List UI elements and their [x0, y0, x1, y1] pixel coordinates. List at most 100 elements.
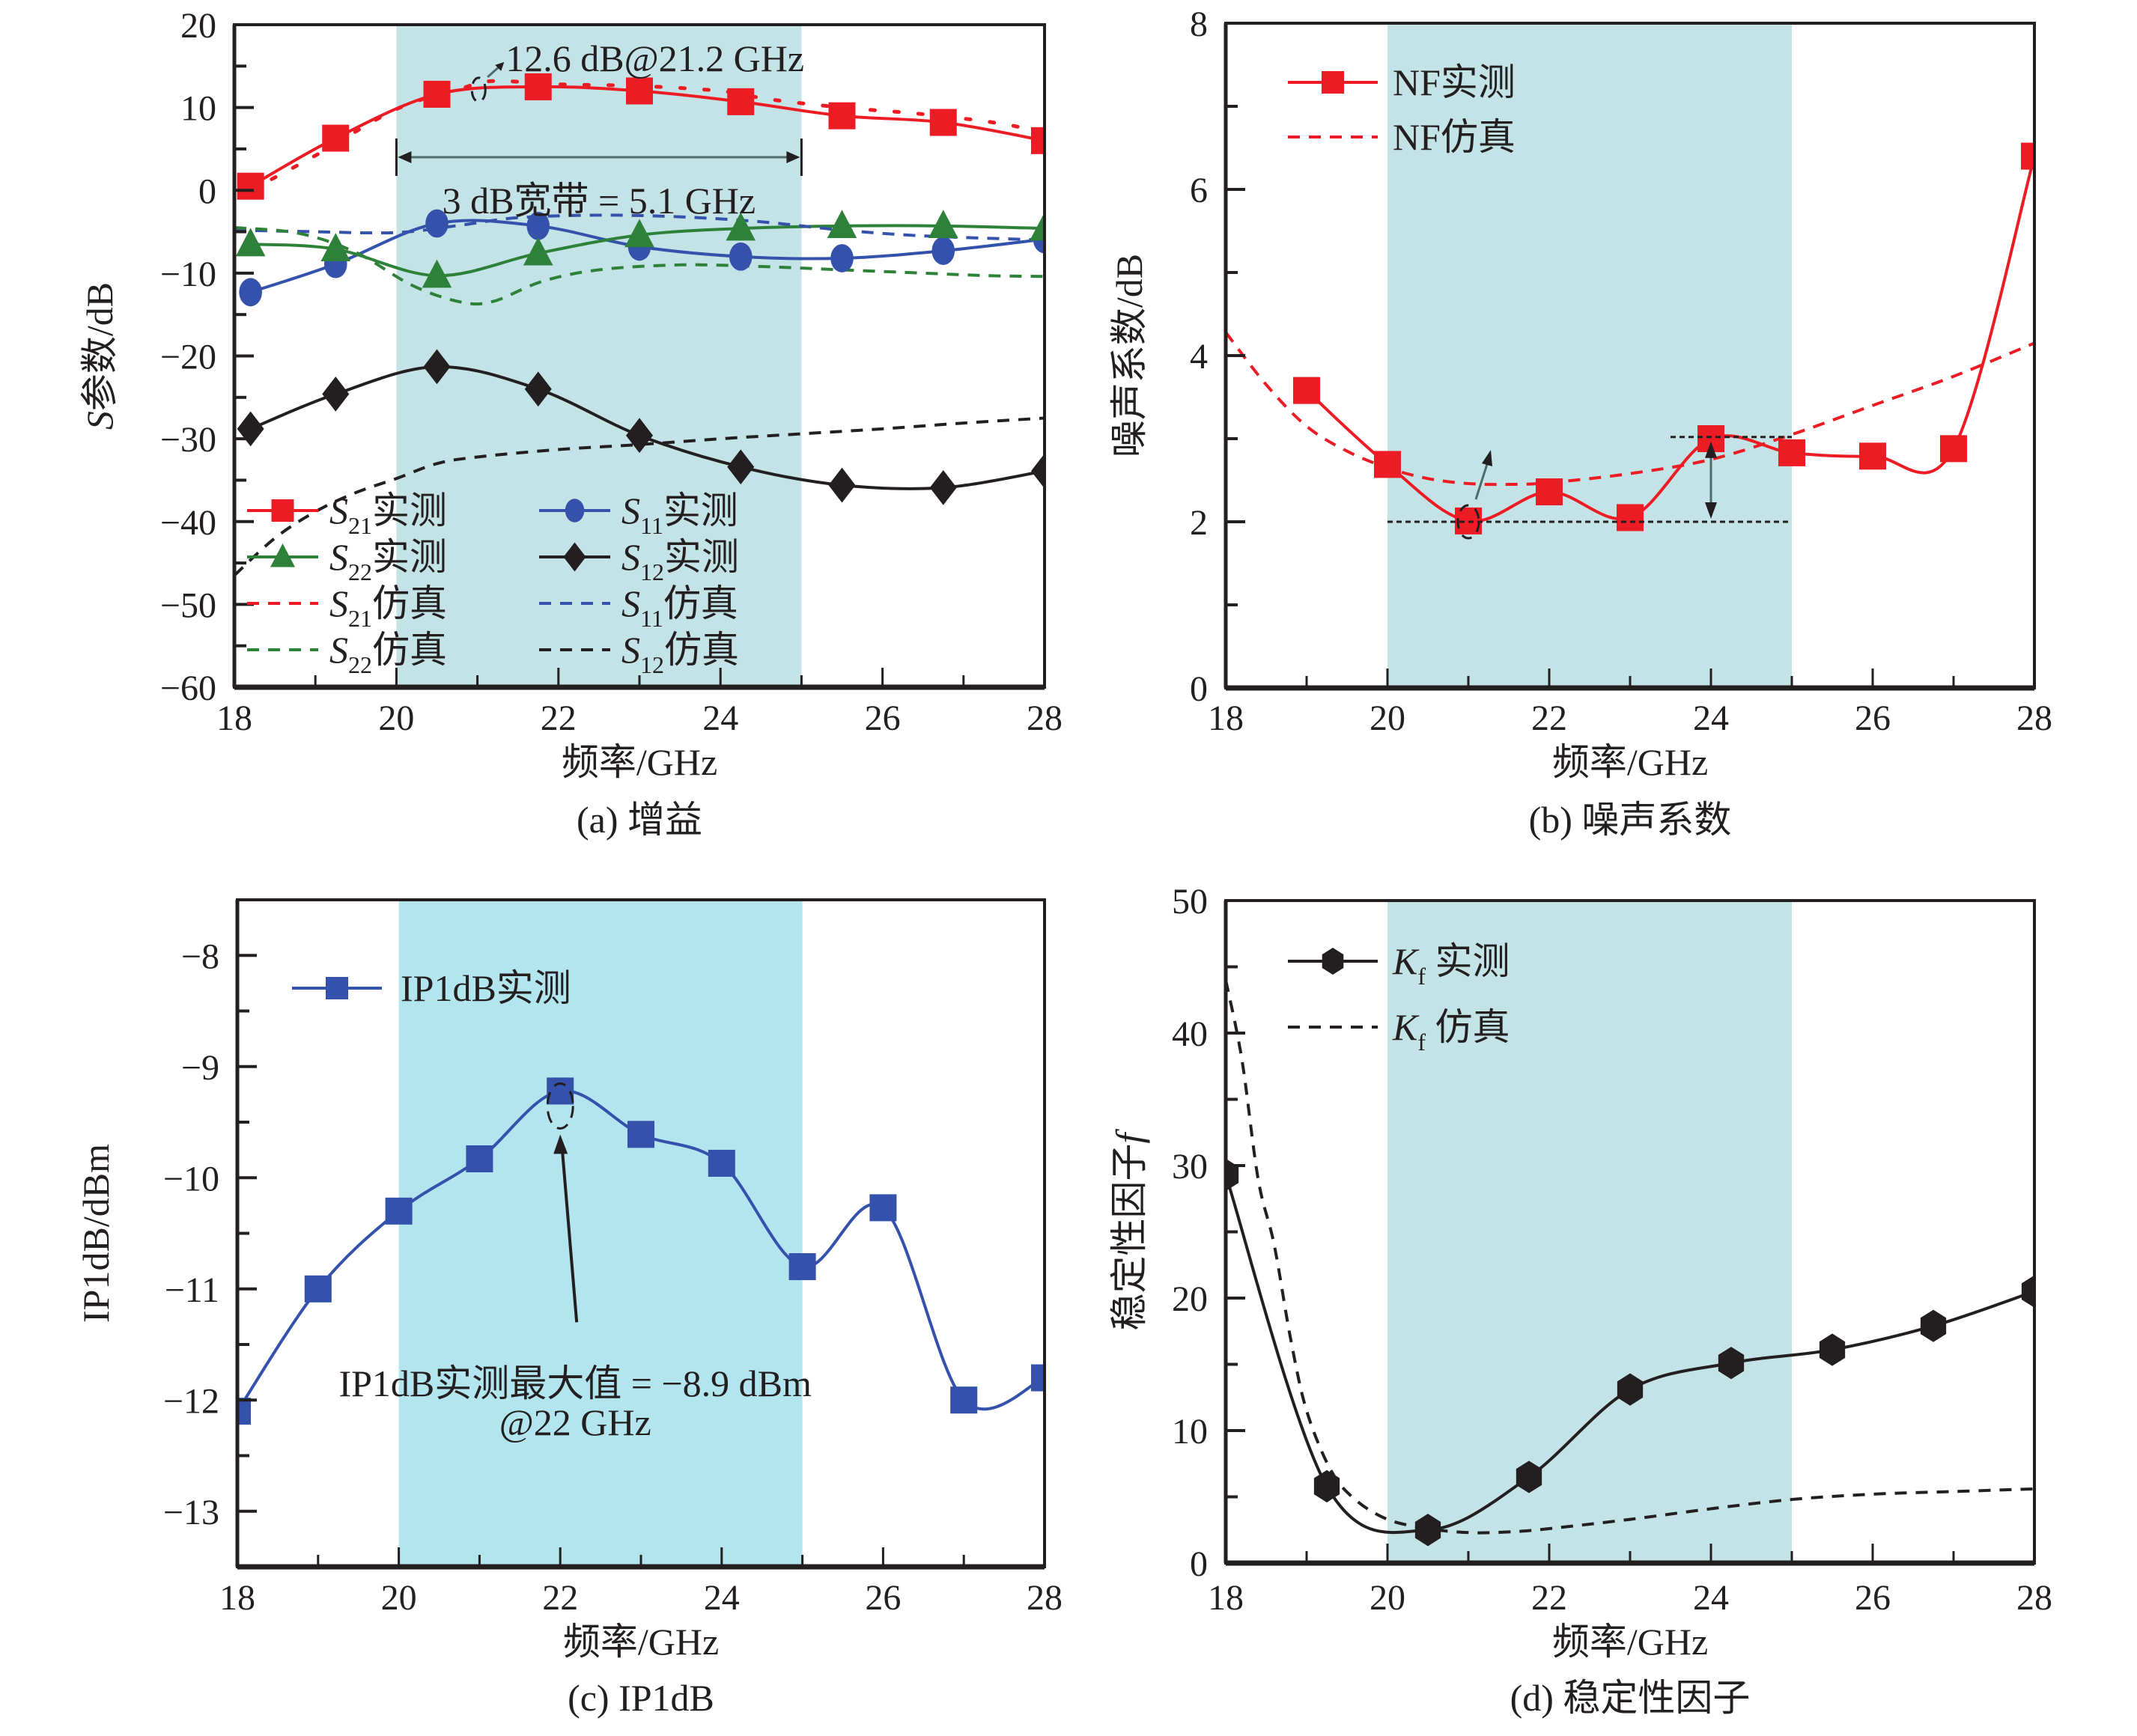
arrow-head-down-icon	[1705, 502, 1717, 519]
y-tick-label: −60	[160, 668, 216, 708]
legend-marker	[326, 977, 348, 999]
legend-label: S21实测	[329, 490, 447, 539]
data-point	[322, 124, 350, 152]
data-point	[320, 233, 351, 261]
data-point	[931, 237, 955, 265]
x-tick-label: 26	[865, 1578, 901, 1618]
series-line-0	[237, 1089, 1045, 1413]
x-tick-label: 28	[2016, 698, 2052, 738]
chart-panel-c: 18 20 22 24 26 28 −13 −12 −11 −10 −9 −8 频率/GHz IP1dB/…	[75, 898, 1063, 1719]
data-point	[1617, 504, 1644, 532]
data-point	[729, 242, 753, 271]
data-point	[708, 1149, 735, 1177]
data-point	[1536, 478, 1563, 506]
max-label-line1: IP1dB实测最大值 = −8.9 dBm	[338, 1362, 812, 1404]
x-tick-label: 28	[1027, 698, 1063, 738]
x-tick-label: 24	[702, 698, 738, 738]
data-point	[1374, 451, 1401, 478]
shaded-band	[1387, 23, 1792, 688]
data-point	[304, 1275, 332, 1303]
y-tick-label: 40	[1172, 1014, 1208, 1054]
data-point	[1819, 1333, 1846, 1366]
annotation-group: IP1dB实测最大值 = −8.9 dBm@22 GHz	[338, 1082, 812, 1443]
legend: S21实测 S11实测 S22实测 S12实测 S21仿真 S11仿真 S22仿真 S12仿真	[247, 490, 739, 678]
y-tick-label: 6	[1190, 171, 1208, 210]
y-tick-label: 30	[1172, 1147, 1208, 1187]
x-tick-label: 26	[1855, 698, 1891, 738]
legend-label: S22仿真	[329, 629, 447, 678]
y-tick-label: 0	[198, 171, 216, 211]
y-tick-label: 0	[1190, 1544, 1208, 1584]
arrow-head-left-icon	[398, 151, 412, 163]
series-line-4	[249, 79, 1045, 192]
data-point	[788, 1253, 816, 1281]
data-point	[1031, 127, 1045, 154]
shaded-band	[398, 900, 803, 1567]
min-highlight-ellipse	[1456, 504, 1480, 540]
legend-label: S22实测	[329, 536, 447, 585]
data-point	[727, 88, 755, 115]
data-point	[2021, 142, 2034, 170]
y-tick-label: 20	[180, 6, 216, 46]
data-point	[726, 212, 756, 241]
y-tick-label: 2	[1190, 503, 1208, 543]
x-tick-label: 18	[219, 1578, 255, 1618]
x-tick-label: 24	[704, 1578, 740, 1618]
data-point	[1718, 1347, 1745, 1380]
legend-label: S11仿真	[621, 582, 738, 632]
y-tick-label: −9	[181, 1048, 219, 1088]
y-tick-label: −12	[163, 1381, 219, 1421]
x-axis-label: 频率/GHz	[1552, 741, 1708, 783]
legend-label: S11实测	[621, 490, 738, 539]
chart-panel-d: 18 20 22 24 26 28 0 10 20 30 40 50 频率/GHz 稳定性因子f (d) 稳…	[1108, 882, 2052, 1719]
data-point	[1031, 1364, 1045, 1392]
data-point	[239, 278, 262, 307]
y-tick-label: −8	[181, 936, 219, 976]
panel-caption: (d) 稳定性因子	[1510, 1677, 1751, 1719]
x-tick-label: 24	[1693, 1578, 1729, 1618]
x-tick-label: 26	[1855, 1578, 1891, 1618]
y-tick-label: 10	[1172, 1412, 1208, 1452]
data-point	[624, 219, 654, 248]
data-point	[1940, 435, 1967, 463]
y-tick-label: −20	[160, 338, 216, 377]
data-point	[1859, 442, 1886, 470]
legend-label: NF仿真	[1393, 116, 1516, 158]
data-point	[237, 1398, 251, 1425]
data-point	[928, 210, 958, 239]
x-tick-label: 26	[865, 698, 901, 738]
data-point	[727, 449, 755, 485]
legend-marker	[1322, 948, 1344, 975]
data-point	[322, 376, 350, 412]
data-point	[423, 349, 451, 385]
max-label-line2: @22 GHz	[499, 1401, 651, 1443]
x-tick-label: 18	[1208, 698, 1244, 738]
plot-area	[237, 1077, 1045, 1425]
x-axis-label: 频率/GHz	[1552, 1621, 1708, 1663]
plot-area	[234, 73, 1045, 577]
x-tick-label: 24	[1693, 698, 1729, 738]
data-point	[929, 109, 957, 136]
arrow-head-up-icon	[1705, 441, 1717, 458]
data-point	[526, 211, 550, 240]
y-tick-label: −11	[165, 1270, 219, 1310]
data-point	[1293, 377, 1320, 404]
data-point	[1313, 1469, 1340, 1502]
x-tick-label: 18	[1208, 1578, 1244, 1618]
data-point	[1778, 439, 1805, 466]
y-tick-label: −50	[160, 585, 216, 625]
x-tick-label: 20	[378, 698, 414, 738]
x-tick-label: 22	[1531, 698, 1567, 738]
data-point	[828, 102, 856, 130]
y-tick-label: 10	[180, 89, 216, 129]
data-point	[524, 371, 552, 407]
legend-label: Kf 实测	[1392, 940, 1510, 990]
x-tick-label: 18	[216, 698, 252, 738]
arrow-head-right-icon	[786, 151, 800, 163]
y-tick-label: −10	[163, 1159, 219, 1199]
x-axis-label: 频率/GHz	[562, 741, 717, 783]
legend: Kf 实测 Kf 仿真	[1288, 940, 1510, 1056]
series-line-1	[1226, 331, 2034, 487]
data-point	[235, 228, 266, 257]
